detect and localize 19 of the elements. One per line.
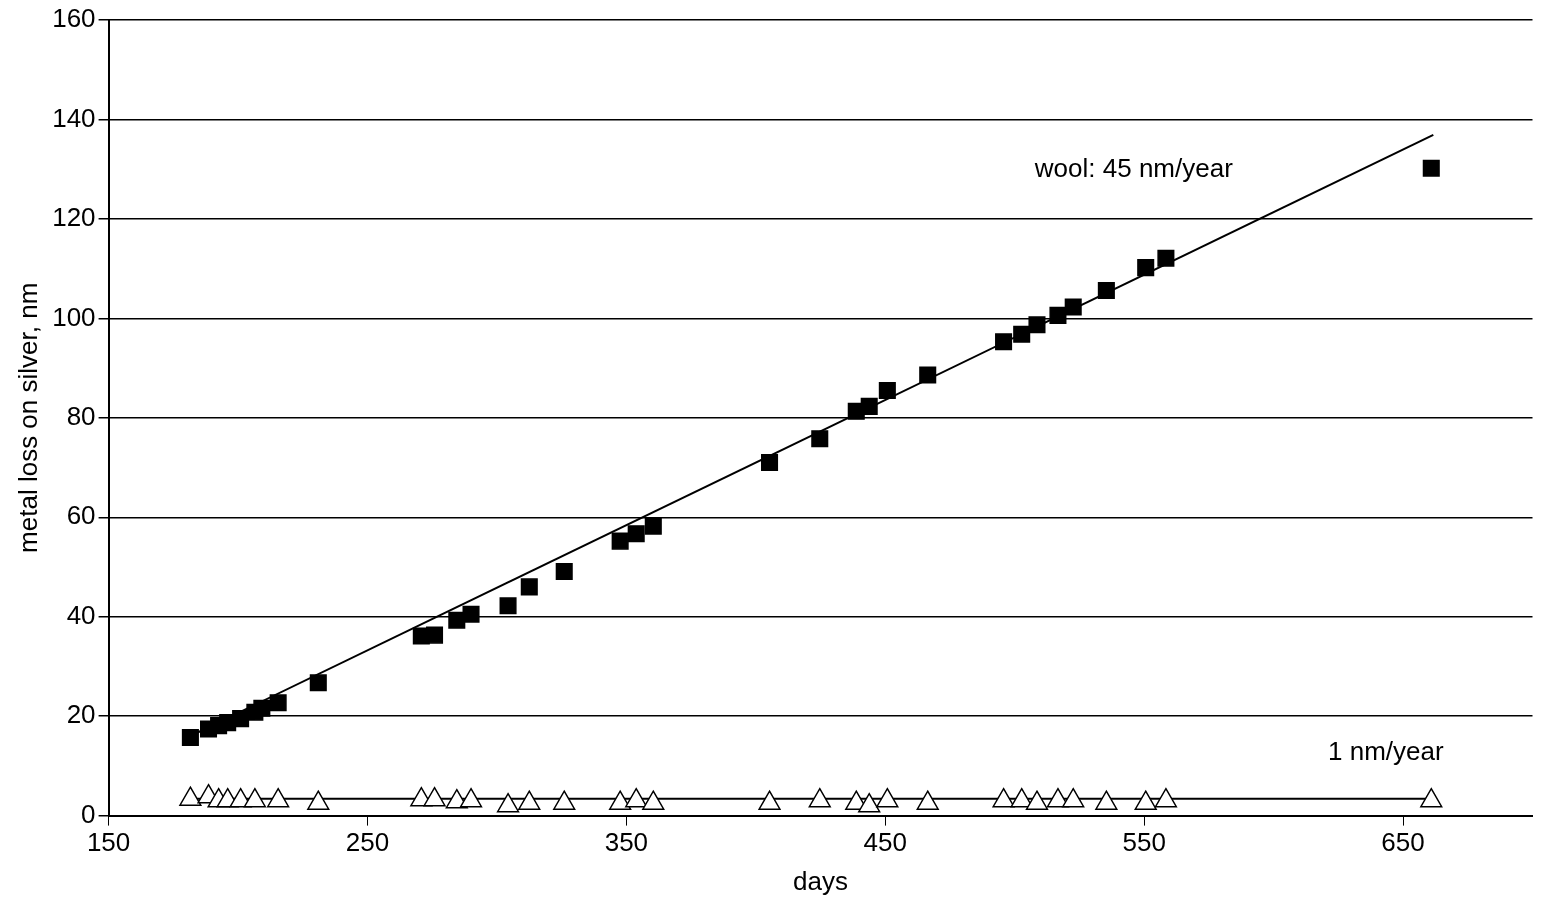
x-tick-label: 550 (1122, 827, 1166, 858)
y-tick-label: 40 (66, 599, 96, 630)
y-tick-label: 60 (66, 500, 96, 531)
annotation: 1 nm/year (1328, 735, 1444, 766)
y-tick-label: 20 (66, 699, 96, 730)
y-tick-label: 100 (52, 301, 96, 332)
y-tick-label: 120 (52, 202, 96, 233)
y-tick-label: 140 (52, 102, 96, 133)
annotation: wool: 45 nm/year (1033, 152, 1234, 183)
y-tick-label: 0 (81, 798, 96, 829)
x-tick-label: 450 (863, 827, 907, 858)
x-tick-label: 650 (1381, 827, 1425, 858)
y-tick-label: 80 (66, 400, 96, 431)
y-tick-label: 160 (52, 3, 96, 34)
x-tick-label: 150 (86, 827, 131, 858)
x-tick-label: 250 (345, 827, 390, 858)
y-axis-title: metal loss on silver, nm (12, 282, 43, 553)
x-tick-label: 350 (604, 827, 649, 858)
x-axis-title: days (793, 865, 848, 896)
